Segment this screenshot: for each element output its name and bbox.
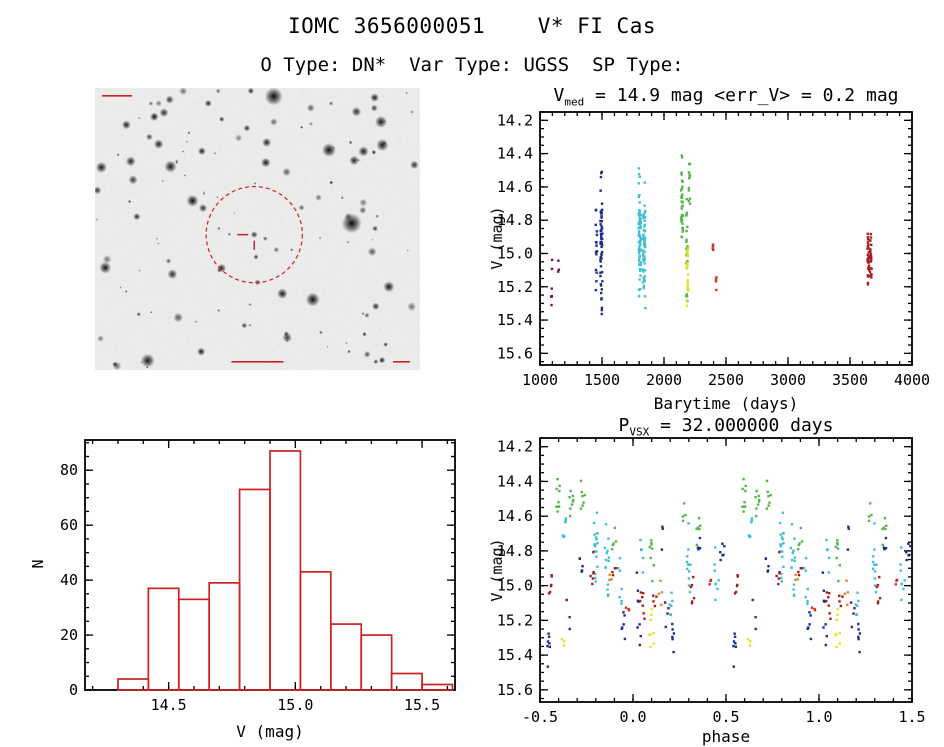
- lightcurve-title-rest: = 14.9 mag <err_V> = 0.2 mag: [584, 85, 899, 106]
- finder-chart-image: [95, 88, 420, 370]
- histogram-y-axis-label: N: [29, 559, 47, 569]
- lightcurve-title-sub: med: [564, 95, 585, 109]
- phase-plot-title-sub: VSX: [629, 425, 650, 439]
- histogram-x-axis-label: V (mag): [236, 722, 304, 741]
- histogram-canvas: [25, 428, 470, 720]
- lightcurve-x-axis-label: Barytime (days): [653, 394, 799, 413]
- phase-plot-x-axis-label: phase: [701, 727, 751, 746]
- lightcurve-title-base: V: [553, 85, 565, 106]
- phase-plot-title-base: P: [618, 415, 630, 436]
- lightcurve-y-axis-label: V (mag): [488, 206, 506, 270]
- page-subtitle: O Type: DN* Var Type: UGSS SP Type:: [260, 54, 684, 76]
- phase-plot-title-rest: = 32.000000 days: [649, 415, 834, 436]
- phase-plot-y-axis-label: V (mag): [488, 538, 506, 602]
- phase-plot-title: PVSX = 32.000000 days: [476, 415, 944, 439]
- lightcurve-title: Vmed = 14.9 mag <err_V> = 0.2 mag: [476, 85, 944, 109]
- page-title: IOMC 3656000051 V* FI Cas: [287, 14, 656, 38]
- phase-plot-canvas: [455, 430, 944, 732]
- lightcurve-canvas: [455, 85, 944, 407]
